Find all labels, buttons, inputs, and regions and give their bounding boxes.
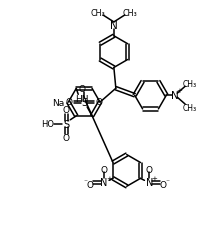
- Text: HN: HN: [75, 94, 89, 103]
- Text: +: +: [176, 88, 182, 94]
- Text: ⁻: ⁻: [83, 176, 87, 185]
- Text: O: O: [95, 98, 103, 107]
- Text: S: S: [63, 119, 69, 129]
- Text: CH₃: CH₃: [91, 8, 105, 17]
- Text: O: O: [66, 98, 73, 107]
- Text: O: O: [79, 84, 86, 93]
- Text: ⁻: ⁻: [165, 176, 169, 185]
- Text: +: +: [151, 175, 157, 182]
- Text: N: N: [146, 178, 153, 188]
- Text: S: S: [81, 98, 87, 108]
- Text: O: O: [146, 165, 153, 174]
- Text: +: +: [106, 175, 112, 182]
- Text: CH₃: CH₃: [122, 8, 137, 17]
- Text: O: O: [63, 106, 70, 115]
- Text: N: N: [110, 21, 118, 31]
- Text: Na: Na: [52, 98, 65, 107]
- Text: O: O: [87, 180, 94, 189]
- Text: N: N: [100, 178, 108, 188]
- Text: O: O: [101, 165, 108, 174]
- Text: O: O: [160, 180, 167, 189]
- Text: HO: HO: [41, 120, 54, 129]
- Text: CH₃: CH₃: [183, 103, 197, 112]
- Text: O: O: [63, 133, 70, 143]
- Text: ⁻: ⁻: [86, 84, 90, 93]
- Text: CH₃: CH₃: [183, 79, 197, 88]
- Text: N: N: [171, 91, 179, 101]
